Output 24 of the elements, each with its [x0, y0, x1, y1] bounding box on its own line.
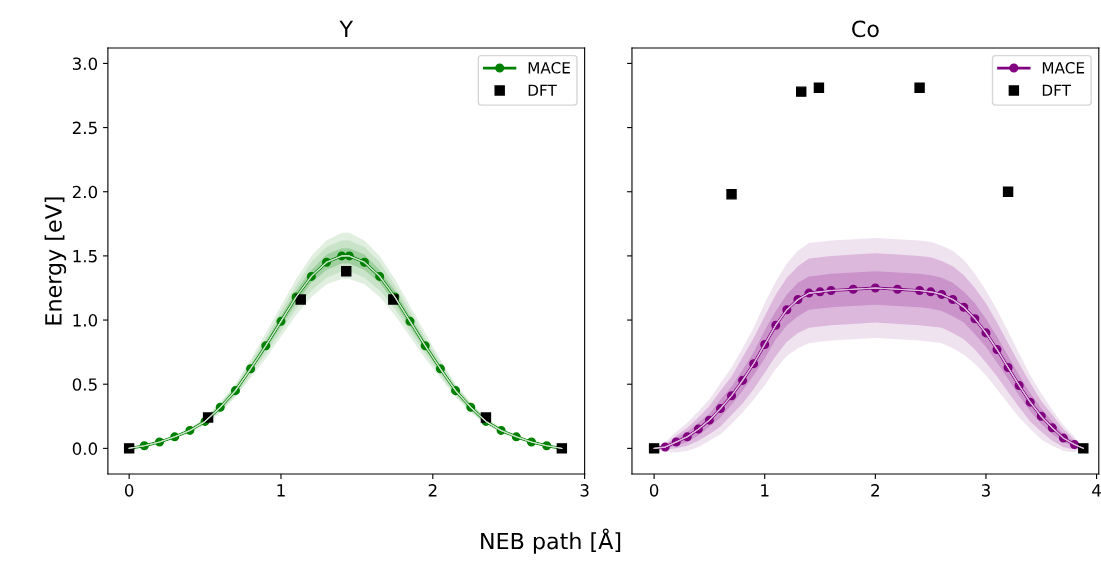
x-tick-label: 0 — [124, 484, 134, 497]
y-tick-label: 0.5 — [72, 378, 97, 391]
x-tick-label: 3 — [580, 484, 589, 497]
y-tick-label: 3.0 — [72, 57, 98, 70]
y-tick-label: 2.5 — [72, 121, 97, 135]
chart-title: Y — [339, 20, 354, 37]
x-axis-title: NEB path [Å] — [481, 528, 621, 554]
x-tick-label: 0 — [649, 484, 659, 497]
y-tick-label: 1.5 — [73, 250, 97, 263]
legend-label: DFT — [1042, 84, 1072, 96]
y-tick-label: 1.0 — [73, 314, 98, 327]
legend-label: MACE — [528, 62, 570, 74]
y-axis-title: Energy [eV] — [44, 197, 67, 325]
y-tick-label: 2.0 — [72, 185, 98, 199]
x-tick-label: 2 — [428, 484, 437, 497]
x-tick-label: 2 — [871, 484, 879, 497]
legend-label: MACE — [1042, 62, 1085, 74]
y-tick-label: 0.0 — [72, 442, 98, 455]
x-tick-label: 1 — [761, 484, 769, 497]
x-tick-label: 4 — [1092, 484, 1101, 497]
chart-title: Co — [852, 20, 879, 38]
legend-label: DFT — [528, 84, 557, 96]
x-tick-label: 1 — [277, 484, 285, 497]
x-tick-label: 3 — [981, 484, 990, 497]
